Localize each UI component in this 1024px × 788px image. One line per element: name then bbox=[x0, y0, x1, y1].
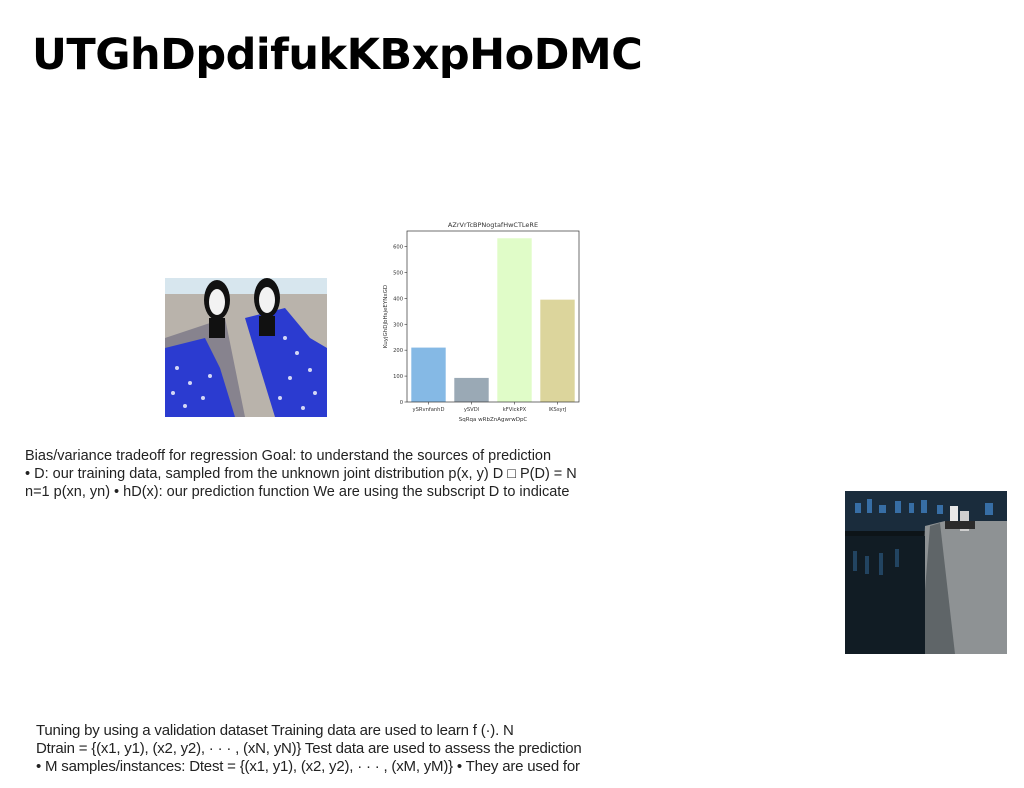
bar-chart: AZrVrTcBPNogtafHwCTLeRE ySRvnfanhD ySVDl kF… bbox=[380, 216, 585, 426]
chart-title: AZrVrTcBPNogtafHwCTLeRE bbox=[448, 221, 538, 229]
x-tick-label: lKSsyrJ bbox=[549, 407, 567, 413]
paragraph-line: Tuning by using a validation dataset Tra… bbox=[36, 722, 514, 739]
paragraph-line: • M samples/instances: Dtest = {(x1, y1)… bbox=[36, 758, 580, 775]
y-axis-label: KuyjGhDjbHsjeEYNxGD bbox=[383, 285, 389, 348]
y-tick-label: 0 bbox=[400, 400, 403, 406]
page-title: UTGhDpdifukKBxpHoDMC bbox=[32, 30, 643, 80]
chart-bar bbox=[454, 377, 489, 402]
paragraph-line: • D: our training data, sampled from the… bbox=[25, 466, 577, 482]
x-tick-label: ySRvnfanhD bbox=[413, 407, 445, 413]
chart-bar bbox=[497, 238, 532, 402]
sneakers-photo bbox=[165, 278, 327, 417]
paragraph-line: n=1 p(xn, yn) • hD(x): our prediction fu… bbox=[25, 484, 570, 500]
y-tick-label: 500 bbox=[393, 270, 403, 276]
x-tick-label: ySVDl bbox=[464, 407, 479, 413]
chart-frame bbox=[406, 230, 580, 403]
paragraph-line: Dtrain = {(x1, y1), (x2, y2), · · · , (x… bbox=[36, 740, 582, 757]
paragraph-validation: Tuning by using a validation dataset Tra… bbox=[36, 722, 582, 776]
y-tick-label: 300 bbox=[393, 322, 403, 328]
y-tick-label: 600 bbox=[393, 245, 403, 251]
chart-bar bbox=[411, 347, 446, 402]
x-axis-label: SqRqa wRbZnAgwrwDpC bbox=[459, 417, 528, 423]
paragraph-bias-variance: Bias/variance tradeoff for regression Go… bbox=[25, 447, 577, 501]
y-tick-label: 100 bbox=[393, 374, 403, 380]
y-tick-label: 200 bbox=[393, 348, 403, 354]
paragraph-line: Bias/variance tradeoff for regression Go… bbox=[25, 448, 552, 464]
y-tick-label: 400 bbox=[393, 296, 403, 302]
x-tick-label: kFVickPX bbox=[503, 407, 527, 413]
chart-bar bbox=[540, 299, 575, 402]
night-pool-photo bbox=[845, 491, 1007, 654]
